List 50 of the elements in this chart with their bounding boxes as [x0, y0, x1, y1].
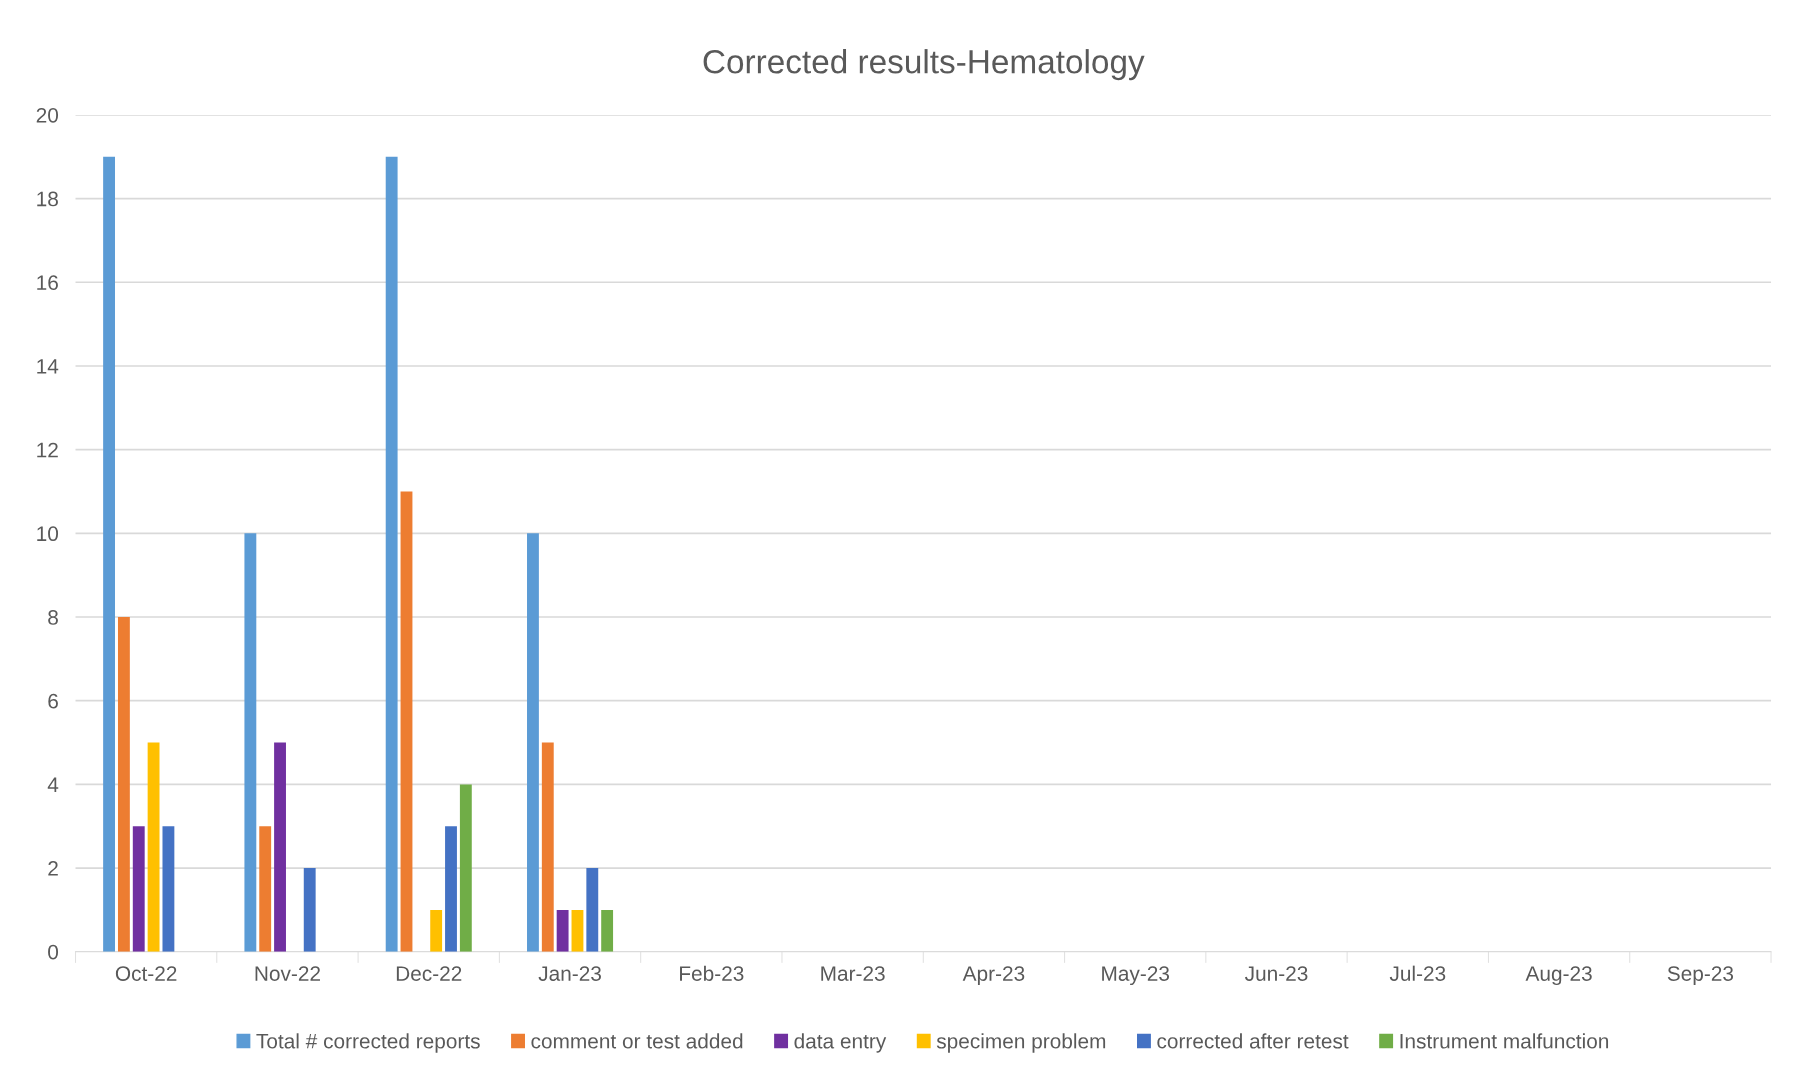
bar [303, 868, 316, 952]
x-tick-label: Jan-23 [538, 966, 601, 981]
x-tick-label: Apr-23 [962, 966, 1025, 986]
bar [147, 742, 160, 952]
bar [541, 742, 554, 952]
bar [445, 826, 457, 952]
legend-label: data entry [794, 1033, 887, 1053]
y-tick-label: 6 [48, 693, 58, 709]
y-tick-label: 12 [37, 442, 58, 458]
y-tick-label: 14 [37, 359, 59, 374]
x-tick-label: Jul-23 [1389, 965, 1446, 981]
x-tick-label: Nov-22 [255, 966, 320, 981]
legend-label: comment or test added [531, 1033, 743, 1049]
bar [259, 826, 272, 952]
bar [103, 156, 116, 952]
y-tick-label: 10 [37, 526, 59, 542]
bar [162, 826, 175, 952]
y-tick-label: 0 [48, 944, 59, 960]
legend-label: specimen problem [936, 1033, 1106, 1053]
bar [459, 784, 472, 952]
y-tick-label: 4 [47, 777, 59, 792]
bar [117, 617, 130, 952]
bar [244, 533, 257, 952]
legend-label: corrected after retest [1157, 1033, 1349, 1049]
y-tick-label: 2 [48, 861, 58, 876]
bar [274, 742, 286, 952]
bar [601, 909, 614, 952]
y-tick-label: 18 [37, 191, 58, 207]
x-tick-label: Dec-22 [396, 966, 462, 981]
legend-label: Instrument malfunction [1400, 1033, 1609, 1049]
bar [385, 156, 398, 952]
y-tick-label: 8 [48, 610, 58, 625]
x-tick-label: May-23 [1102, 966, 1170, 986]
bar [527, 533, 539, 952]
bar [132, 826, 145, 952]
bar [556, 909, 569, 952]
x-tick-label: Mar-23 [821, 966, 885, 981]
x-tick-label: Aug-23 [1525, 966, 1592, 986]
bar [571, 909, 584, 952]
chart-title: Corrected results-Hematology [703, 49, 1145, 81]
x-tick-label: Jun-23 [1244, 966, 1308, 981]
bar [400, 491, 413, 952]
bar [430, 909, 443, 952]
legend-label: Total # corrected reports [256, 1033, 480, 1053]
y-tick-label: 20 [36, 107, 59, 123]
y-tick-label: 16 [37, 275, 58, 291]
bar [586, 868, 599, 952]
x-tick-label: Sep-23 [1667, 966, 1734, 986]
x-tick-label: Oct-22 [115, 966, 177, 981]
x-tick-label: Feb-23 [680, 965, 744, 981]
